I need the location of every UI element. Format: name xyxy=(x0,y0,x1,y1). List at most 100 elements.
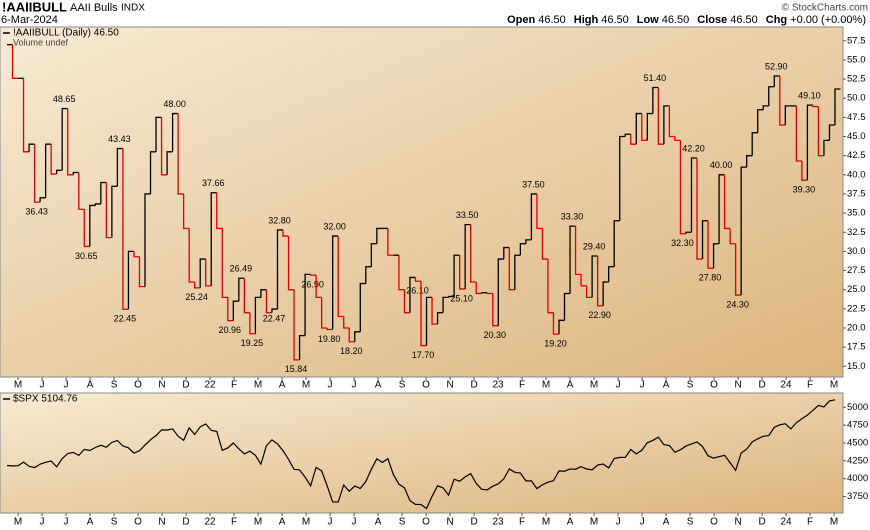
value-label: 25.24 xyxy=(185,292,208,302)
step-segment xyxy=(271,308,278,313)
y-tick-label: 55.0 xyxy=(847,54,866,65)
panel-background xyxy=(0,392,844,514)
step-segment xyxy=(746,155,753,168)
value-label: 42.20 xyxy=(682,143,705,153)
x-tick-label: A xyxy=(375,517,382,528)
step-segment xyxy=(265,289,272,314)
y-tick-label: 30.0 xyxy=(847,246,866,257)
step-segment xyxy=(431,297,438,325)
step-segment xyxy=(558,319,565,335)
step-segment xyxy=(337,236,344,318)
value-label: 26.10 xyxy=(406,286,429,296)
step-segment xyxy=(641,113,648,141)
step-segment xyxy=(563,292,571,321)
value-label: 26.90 xyxy=(301,280,324,290)
date: 6-Mar-2024 xyxy=(1,14,58,26)
quote: Open 46.50 High 46.50 Low 46.50 Close 46.50 Chg +… xyxy=(507,14,866,26)
x-tick-label: J xyxy=(328,380,333,391)
x-tick-label: F xyxy=(807,517,813,528)
step-segment xyxy=(723,174,731,230)
value-label: 17.70 xyxy=(412,350,435,360)
step-segment xyxy=(690,157,697,233)
step-segment xyxy=(630,134,637,145)
step-segment xyxy=(580,274,587,287)
x-tick-label: M xyxy=(830,380,838,391)
value-label: 20.30 xyxy=(483,330,506,340)
symbol-name: AAII Bulls xyxy=(70,2,118,14)
x-tick-label: 24 xyxy=(781,380,793,391)
y-tick-label: 45.0 xyxy=(847,131,866,142)
value-label: 32.00 xyxy=(323,221,346,231)
step-segment xyxy=(50,144,57,175)
quote-label: Open xyxy=(507,14,535,26)
step-segment xyxy=(795,105,802,162)
step-segment xyxy=(806,104,813,181)
quote-value: 46.50 xyxy=(730,14,758,26)
step-segment xyxy=(78,172,85,210)
x-tick-label: M xyxy=(302,380,310,391)
step-segment xyxy=(216,192,223,230)
step-segment xyxy=(100,181,107,204)
step-segment xyxy=(89,204,96,247)
quote-value: 46.50 xyxy=(538,14,566,26)
value-label: 15.84 xyxy=(285,364,308,374)
step-segment xyxy=(514,254,521,290)
x-tick-label: S xyxy=(111,517,118,528)
step-segment xyxy=(298,334,306,360)
step-segment xyxy=(111,185,118,238)
step-segment xyxy=(602,281,609,306)
value-label: 20.96 xyxy=(219,325,242,335)
x-tick-label: M xyxy=(14,380,22,391)
y-tick-label: 3750 xyxy=(847,491,868,502)
value-label: 48.00 xyxy=(163,99,186,109)
x-tick-label: F xyxy=(519,517,525,528)
step-segment xyxy=(773,75,780,87)
step-segment xyxy=(354,331,361,342)
y-tick-label: 4250 xyxy=(847,455,868,466)
x-tick-label: J xyxy=(640,517,645,528)
y-tick-label: 20.0 xyxy=(847,323,866,334)
step-segment xyxy=(315,275,322,298)
step-segment xyxy=(409,276,416,313)
x-tick-label: M xyxy=(590,517,598,528)
step-segment xyxy=(464,223,471,289)
step-segment xyxy=(243,278,250,314)
step-segment xyxy=(635,112,642,145)
x-tick-label: O xyxy=(710,517,718,528)
x-tick-label: A xyxy=(375,380,382,391)
value-label: 25.10 xyxy=(450,293,473,303)
x-tick-label: F xyxy=(231,517,237,528)
step-segment xyxy=(56,169,63,175)
step-segment xyxy=(503,246,510,260)
step-segment xyxy=(823,139,830,156)
value-label: 48.65 xyxy=(53,94,76,104)
step-segment xyxy=(254,296,261,334)
x-tick-label: N xyxy=(446,517,453,528)
y-tick-label: 4500 xyxy=(847,438,868,449)
x-tick-label: J xyxy=(640,380,645,391)
y-tick-label: 15.0 xyxy=(847,361,866,372)
x-tick-label: 22 xyxy=(204,517,216,528)
value-label: 29.40 xyxy=(583,241,606,251)
y-tick-label: 17.5 xyxy=(847,342,866,353)
step-segment xyxy=(508,247,515,291)
x-tick-label: A xyxy=(663,380,670,391)
step-segment xyxy=(227,297,234,322)
step-segment xyxy=(22,78,30,153)
step-segment xyxy=(387,228,394,256)
step-segment xyxy=(492,293,499,327)
step-segment xyxy=(801,161,808,181)
x-tick-label: A xyxy=(279,380,286,391)
value-label: 33.30 xyxy=(561,211,584,221)
y-tick-label: 57.5 xyxy=(847,35,866,46)
value-label: 30.65 xyxy=(75,251,98,261)
step-segment xyxy=(260,289,267,298)
quote-label: Low xyxy=(637,14,659,26)
step-segment xyxy=(475,282,482,295)
step-segment xyxy=(552,312,559,335)
value-label: 19.20 xyxy=(544,338,567,348)
step-segment xyxy=(679,140,686,235)
step-segment xyxy=(365,266,372,284)
step-segment xyxy=(458,255,466,290)
step-segment xyxy=(309,274,317,276)
